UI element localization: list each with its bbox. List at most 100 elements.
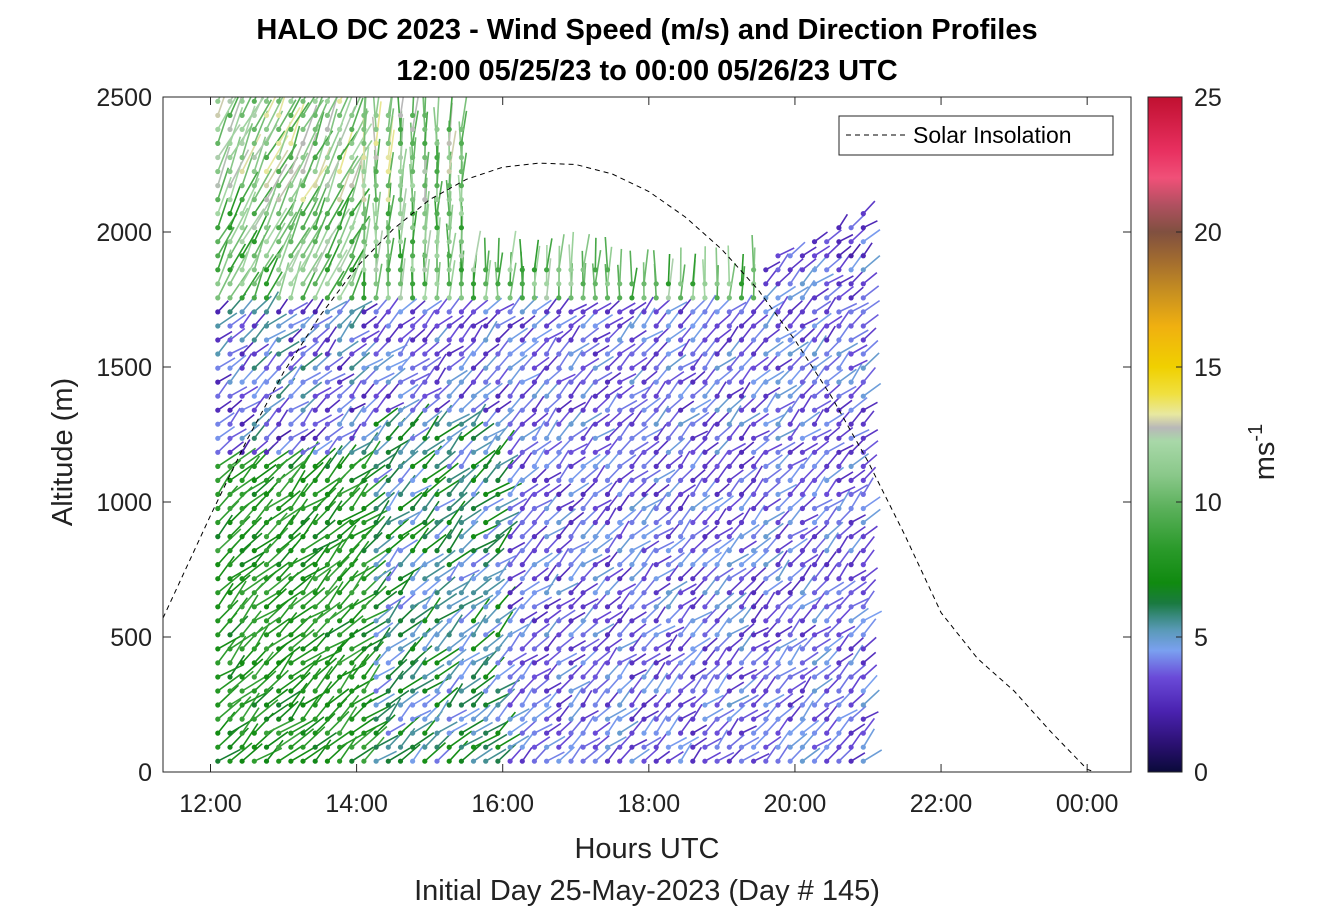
wind-barb-dot <box>324 632 330 638</box>
wind-barb-dot <box>629 393 635 399</box>
wind-barb-dot <box>288 660 294 666</box>
wind-barb <box>288 628 315 652</box>
wind-barb-dot <box>337 197 343 203</box>
wind-barb-dot <box>678 351 684 357</box>
wind-barb-dot <box>324 337 330 343</box>
wind-barb-dot <box>568 730 574 736</box>
wind-barb-shaft <box>253 616 281 636</box>
wind-barb <box>227 354 247 371</box>
wind-barb <box>678 298 692 315</box>
wind-barb-shaft <box>409 164 414 200</box>
wind-barb-dot <box>690 449 696 455</box>
wind-barb <box>215 468 234 497</box>
wind-barb-shaft <box>265 408 279 425</box>
wind-barb-dot <box>324 562 330 568</box>
wind-barb <box>251 590 281 610</box>
wind-barb-dot <box>690 407 696 413</box>
wind-barb <box>312 369 333 385</box>
wind-barb-dot <box>251 548 257 554</box>
wind-barb <box>373 138 381 175</box>
wind-barb-shaft <box>314 457 332 481</box>
wind-barb-dot <box>556 505 562 512</box>
wind-barb <box>385 383 400 399</box>
wind-barb-dot <box>580 421 586 427</box>
wind-barb <box>373 499 390 526</box>
wind-barb <box>361 97 367 118</box>
wind-barb-dot <box>678 421 684 427</box>
wind-barb-dot <box>617 351 623 357</box>
wind-barb-dot <box>519 407 525 413</box>
wind-barb-shaft <box>619 747 633 762</box>
wind-barb-shaft <box>278 352 292 369</box>
wind-barb-shaft <box>667 494 680 509</box>
wind-barb-shaft <box>400 372 419 383</box>
wind-barb-shaft <box>375 101 382 144</box>
wind-barb-dot <box>483 491 489 497</box>
wind-barb <box>361 474 388 497</box>
wind-barb <box>251 224 272 259</box>
wind-barb-dot <box>604 702 611 708</box>
wind-barb-dot <box>373 548 379 554</box>
wind-barb-dot <box>519 435 525 441</box>
wind-barb-shaft <box>253 622 271 650</box>
wind-barb <box>373 678 392 694</box>
wind-barb <box>312 695 335 722</box>
wind-barb-shaft <box>387 401 405 411</box>
wind-barb-shaft <box>229 670 254 692</box>
wind-barb-dot <box>580 491 586 497</box>
wind-barb-dot <box>629 660 635 666</box>
wind-barb-shaft <box>448 580 470 594</box>
wind-barb <box>251 535 278 554</box>
wind-barb-dot <box>324 688 330 694</box>
wind-barb-shaft <box>363 641 384 664</box>
wind-barb <box>239 97 245 104</box>
wind-barb-shaft <box>265 657 287 678</box>
wind-barb-shaft <box>229 354 247 369</box>
wind-barb-dot <box>519 337 525 343</box>
wind-barb-dot <box>458 393 464 399</box>
wind-barb-dot <box>385 309 391 315</box>
wind-barb-dot <box>446 393 452 399</box>
wind-barb-shaft <box>400 316 416 327</box>
wind-barb-dot <box>568 758 574 764</box>
wind-barb-dot <box>324 730 330 736</box>
wind-barb-dot <box>373 379 379 385</box>
wind-barb-dot <box>495 267 501 273</box>
wind-barb <box>544 238 553 273</box>
wind-barb-dot <box>410 716 416 722</box>
wind-barb-dot <box>422 225 428 231</box>
wind-barb-shaft <box>217 500 240 524</box>
wind-barb-shaft <box>241 707 260 734</box>
wind-barb <box>373 468 393 483</box>
wind-barb <box>349 351 371 371</box>
wind-barb <box>653 690 669 708</box>
wind-barb <box>251 651 274 680</box>
wind-barb-dot <box>263 505 270 512</box>
wind-barb <box>227 441 244 455</box>
wind-barb-dot <box>324 674 330 680</box>
wind-barb-dot <box>215 491 221 497</box>
wind-barb-shaft <box>290 316 310 327</box>
wind-barb-dot <box>495 393 501 399</box>
wind-barb <box>300 340 320 357</box>
wind-barb <box>324 688 350 708</box>
wind-barb-shaft <box>302 726 326 748</box>
wind-barb-dot <box>629 505 635 512</box>
wind-barb <box>653 453 668 469</box>
wind-barb-dot <box>458 267 464 273</box>
wind-barb-shaft <box>229 344 248 355</box>
wind-barb-shaft <box>326 688 350 706</box>
wind-barb <box>324 270 345 301</box>
wind-barb-dot <box>434 351 440 357</box>
wind-barb <box>337 130 359 161</box>
wind-barb-dot <box>458 351 464 357</box>
wind-barb <box>373 263 383 301</box>
wind-barb-dot <box>641 337 647 343</box>
wind-barb <box>337 664 357 694</box>
wind-barb-dot <box>373 183 379 189</box>
wind-barb-shaft <box>326 208 351 243</box>
wind-barb <box>373 622 394 638</box>
wind-barb-dot <box>422 407 428 413</box>
wind-barb <box>556 652 578 666</box>
wind-barb-shaft <box>387 532 410 552</box>
